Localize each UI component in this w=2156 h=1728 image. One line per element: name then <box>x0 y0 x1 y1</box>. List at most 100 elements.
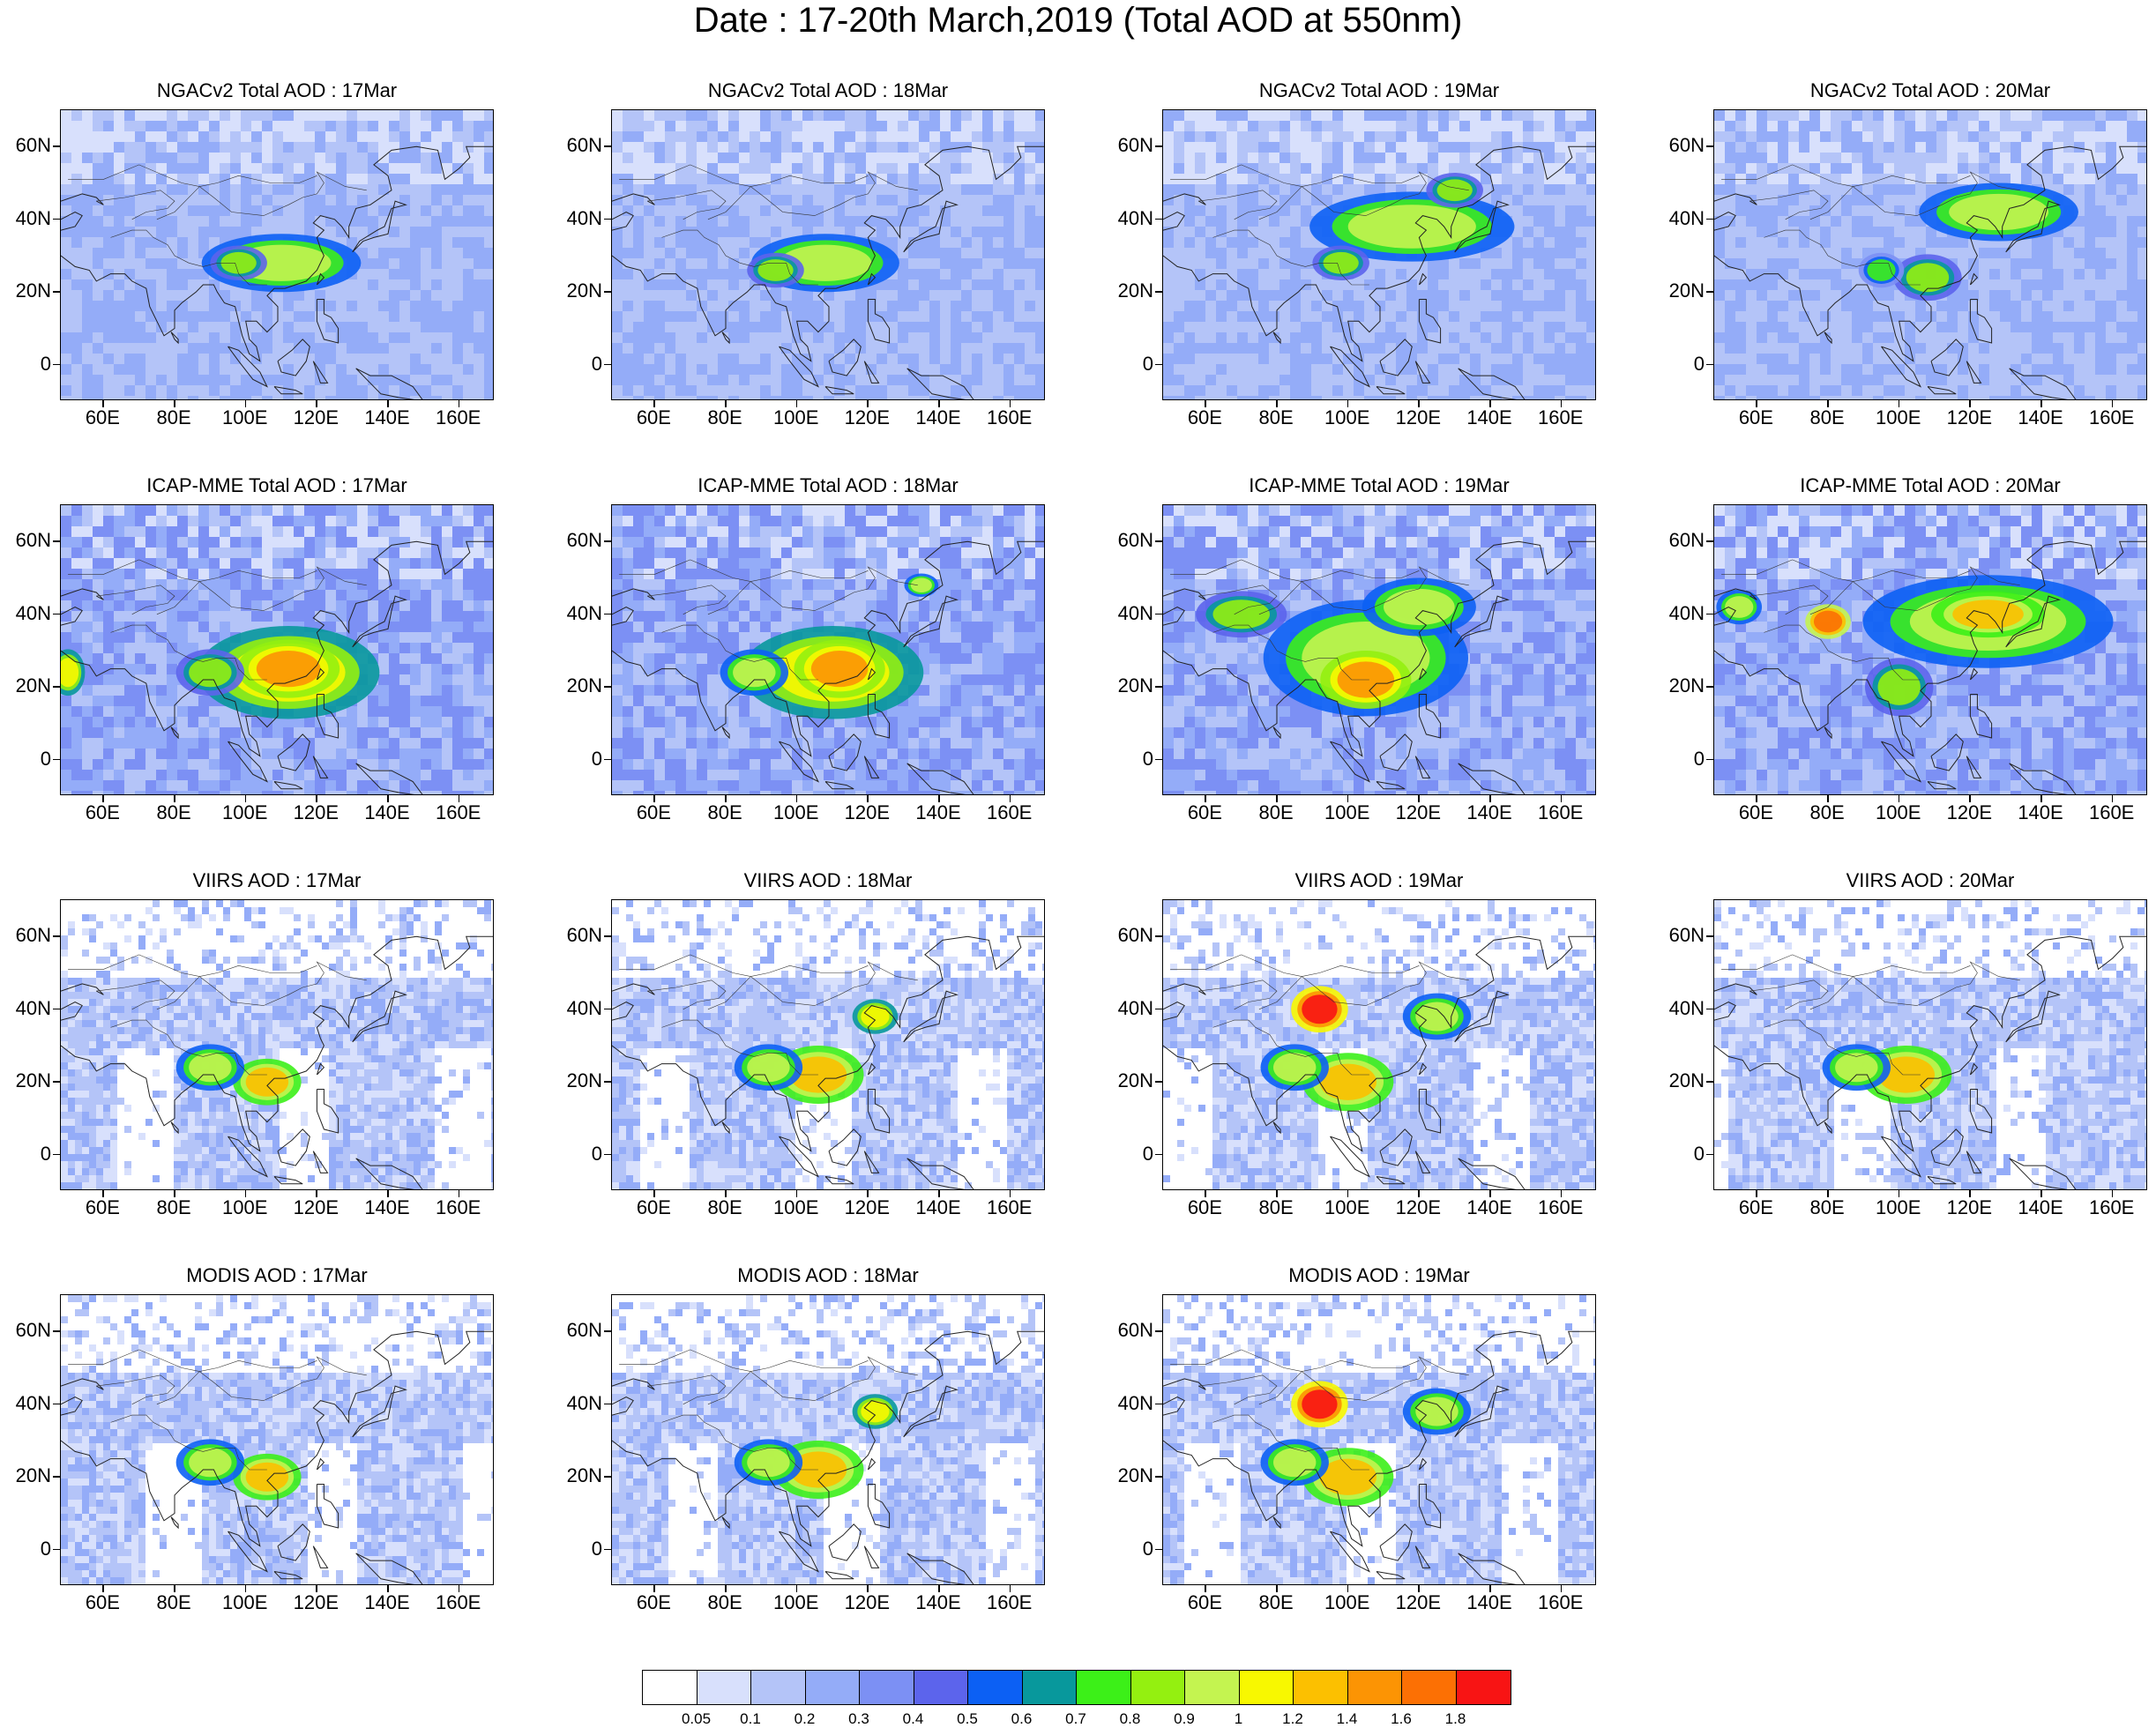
longitude-label: 80E <box>1245 1197 1307 1218</box>
longitude-tick <box>1205 1190 1206 1197</box>
latitude-label: 0 <box>0 354 51 375</box>
longitude-label: 100E <box>765 1197 827 1218</box>
aod-plume <box>733 658 775 687</box>
panel-title: ICAP-MME Total AOD : 19Mar <box>1162 474 1596 497</box>
longitude-label: 80E <box>694 407 756 428</box>
longitude-tick <box>1010 400 1011 407</box>
colorbar-swatch <box>751 1671 806 1704</box>
latitude-tick <box>604 1330 611 1332</box>
latitude-tick <box>1155 219 1162 220</box>
aod-plume <box>189 1448 231 1477</box>
latitude-label: 40N <box>1102 1393 1153 1414</box>
latitude-tick <box>1706 540 1713 542</box>
latitude-label: 40N <box>551 1393 602 1414</box>
latitude-label: 20N <box>1653 675 1705 696</box>
country-border <box>619 955 868 977</box>
aod-plume <box>911 578 932 593</box>
panel-title: NGACv2 Total AOD : 19Mar <box>1162 79 1596 102</box>
latitude-label: 0 <box>551 1143 602 1165</box>
colorbar-swatch <box>1457 1671 1511 1704</box>
panel-title: VIIRS AOD : 19Mar <box>1162 869 1596 892</box>
longitude-label: 120E <box>1387 1592 1449 1613</box>
longitude-tick <box>1276 400 1278 407</box>
longitude-tick <box>1418 1190 1420 1197</box>
latitude-label: 60N <box>0 1320 51 1341</box>
longitude-tick <box>1205 400 1206 407</box>
longitude-label: 100E <box>765 1592 827 1613</box>
longitude-tick <box>796 1190 798 1197</box>
latitude-tick <box>53 759 60 761</box>
longitude-tick <box>1347 400 1349 407</box>
colorbar-label: 0.9 <box>1162 1710 1206 1728</box>
longitude-label: 80E <box>694 1592 756 1613</box>
aod-plume <box>246 1463 288 1492</box>
latitude-label: 20N <box>551 1465 602 1486</box>
longitude-tick <box>1969 1190 1971 1197</box>
longitude-tick <box>938 795 940 802</box>
longitude-tick <box>867 400 869 407</box>
longitude-tick <box>653 1585 655 1592</box>
latitude-tick <box>53 1081 60 1083</box>
latitude-tick <box>53 1009 60 1010</box>
longitude-label: 160E <box>2081 407 2143 428</box>
longitude-tick <box>653 1190 655 1197</box>
latitude-label: 20N <box>551 1070 602 1091</box>
longitude-label: 80E <box>1245 1592 1307 1613</box>
map-area <box>1713 899 2147 1190</box>
map-area <box>60 504 494 795</box>
aod-map <box>1714 110 2147 400</box>
panel-title: MODIS AOD : 17Mar <box>60 1264 494 1287</box>
longitude-tick <box>2040 1190 2042 1197</box>
coastline <box>825 1572 854 1579</box>
longitude-label: 100E <box>765 407 827 428</box>
longitude-tick <box>1205 1585 1206 1592</box>
latitude-tick <box>1155 145 1162 147</box>
longitude-tick <box>2112 795 2114 802</box>
latitude-tick <box>604 145 611 147</box>
longitude-tick <box>653 795 655 802</box>
aod-map <box>612 110 1045 400</box>
longitude-label: 140E <box>1458 802 1520 823</box>
latitude-label: 0 <box>0 749 51 770</box>
longitude-tick <box>1276 1585 1278 1592</box>
colorbar-swatch <box>968 1671 1023 1704</box>
latitude-label: 60N <box>1102 530 1153 551</box>
longitude-label: 100E <box>1317 1592 1378 1613</box>
latitude-label: 40N <box>1102 208 1153 229</box>
latitude-tick <box>604 540 611 542</box>
latitude-label: 60N <box>1102 135 1153 156</box>
longitude-tick <box>867 1585 869 1592</box>
longitude-label: 60E <box>623 1592 684 1613</box>
longitude-label: 60E <box>71 802 133 823</box>
longitude-label: 60E <box>1174 1197 1235 1218</box>
aod-plume <box>747 1053 789 1082</box>
longitude-tick <box>938 1190 940 1197</box>
colorbar-swatch <box>1185 1671 1240 1704</box>
latitude-tick <box>604 291 611 293</box>
latitude-tick <box>604 364 611 366</box>
longitude-label: 100E <box>1868 407 1929 428</box>
latitude-label: 20N <box>551 280 602 302</box>
longitude-tick <box>316 1585 317 1592</box>
longitude-label: 160E <box>428 1197 489 1218</box>
longitude-tick <box>245 1585 247 1592</box>
longitude-label: 120E <box>836 802 898 823</box>
longitude-label: 120E <box>836 407 898 428</box>
longitude-label: 140E <box>1458 407 1520 428</box>
longitude-tick <box>316 400 317 407</box>
aod-plume <box>811 651 869 687</box>
latitude-tick <box>1155 1081 1162 1083</box>
longitude-label: 100E <box>765 802 827 823</box>
panel-title: ICAP-MME Total AOD : 17Mar <box>60 474 494 497</box>
longitude-label: 120E <box>836 1197 898 1218</box>
longitude-label: 100E <box>1868 802 1929 823</box>
longitude-tick <box>1418 400 1420 407</box>
panel-title: MODIS AOD : 19Mar <box>1162 1264 1596 1287</box>
colorbar-label: 0.4 <box>891 1710 936 1728</box>
latitude-tick <box>1155 686 1162 688</box>
longitude-label: 80E <box>1245 407 1307 428</box>
latitude-label: 20N <box>551 675 602 696</box>
colorbar <box>642 1670 1511 1705</box>
